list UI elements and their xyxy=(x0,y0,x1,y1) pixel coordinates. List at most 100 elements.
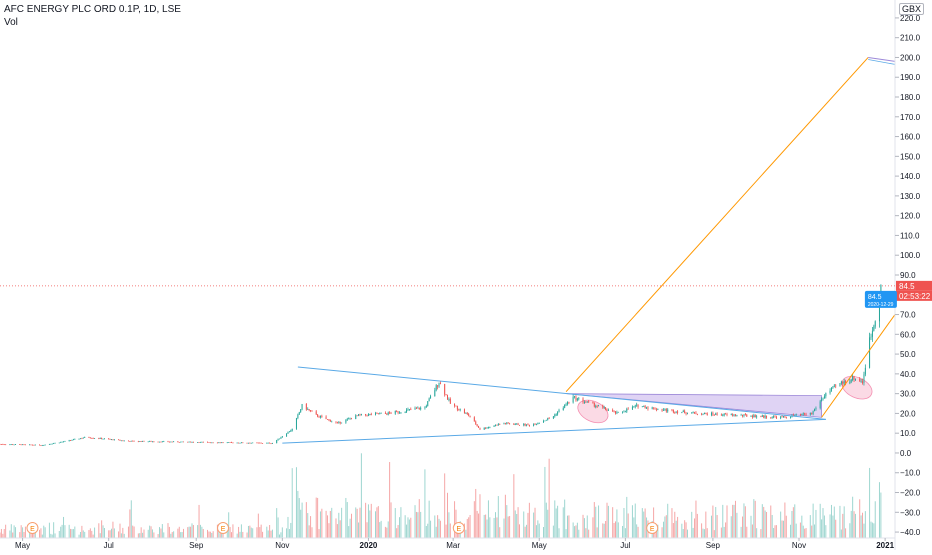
candle-body xyxy=(34,444,36,446)
volume-bar xyxy=(281,527,283,538)
candle-body xyxy=(871,330,873,337)
volume-bar xyxy=(120,533,122,538)
candle-body xyxy=(142,440,144,442)
candle-body xyxy=(542,420,544,423)
volume-bar xyxy=(94,527,96,538)
candle-body xyxy=(456,406,458,410)
volume-bar xyxy=(246,532,248,538)
volume-bar xyxy=(667,503,669,538)
candle-body xyxy=(489,426,491,428)
volume-bar xyxy=(157,534,159,538)
candle-body xyxy=(425,405,427,408)
symbol-title[interactable]: AFC ENERGY PLC ORD 0.1P, 1D, LSE xyxy=(4,4,181,15)
candle-body xyxy=(325,416,327,420)
volume-bar xyxy=(535,525,537,538)
volume-bar xyxy=(664,516,666,538)
volume-bar xyxy=(339,520,341,538)
volume-bar xyxy=(188,526,190,538)
candle-body xyxy=(435,385,437,391)
time-tick-label: Jul xyxy=(620,541,630,550)
candle-body xyxy=(41,445,43,447)
last-price-box xyxy=(896,280,932,291)
candle-body xyxy=(657,409,659,411)
candle-body xyxy=(475,421,477,425)
candle-body xyxy=(805,414,807,416)
volume-bar xyxy=(119,523,121,538)
candle-body xyxy=(39,444,41,446)
volume-bar xyxy=(641,508,643,538)
volume-bar xyxy=(743,503,745,538)
candle-body xyxy=(598,405,600,407)
volume-bar xyxy=(691,511,693,538)
volume-bar xyxy=(805,528,807,538)
volume-bar xyxy=(30,530,32,538)
volume-bar xyxy=(720,527,722,538)
volume-bar xyxy=(202,529,204,538)
volume-bar xyxy=(606,502,608,538)
candle-body xyxy=(487,427,489,428)
candle-body xyxy=(785,416,787,418)
candle-body xyxy=(592,401,594,403)
candle-body xyxy=(15,444,17,446)
candle-body xyxy=(246,442,248,444)
volume-bar xyxy=(151,529,153,538)
candle-body xyxy=(780,416,782,419)
candle-body xyxy=(430,396,432,399)
candle-body xyxy=(605,407,607,410)
volume-bar xyxy=(626,496,628,538)
candle-body xyxy=(655,409,657,411)
candle-body xyxy=(394,410,396,414)
price-tick-label: −30.0 xyxy=(900,508,921,517)
time-axis[interactable]: May Jul Sep Nov 2020 Mar May Jul Sep Nov 2021 xyxy=(0,537,895,550)
volume-bar xyxy=(424,469,426,538)
volume-bar xyxy=(823,515,825,538)
candle-body xyxy=(375,413,377,415)
volume-bar xyxy=(191,523,193,538)
candle-body xyxy=(558,409,560,413)
candle-body xyxy=(612,410,614,412)
candle-body xyxy=(756,416,758,418)
candle-body xyxy=(842,381,844,384)
volume-bar xyxy=(250,527,252,538)
candle-body xyxy=(92,438,94,439)
earnings-label: E xyxy=(650,526,655,533)
volume-bar xyxy=(180,532,182,538)
volume-bar xyxy=(256,527,258,538)
candle-body xyxy=(651,407,653,409)
volume-legend[interactable]: Vol xyxy=(4,17,18,28)
drawings-back xyxy=(566,376,873,424)
volume-bar xyxy=(72,529,74,538)
candle-body xyxy=(167,441,169,443)
volume-bar xyxy=(479,494,481,538)
candle-body xyxy=(212,442,214,444)
candle-body xyxy=(562,407,564,410)
candle-body xyxy=(199,441,201,443)
volume-bar xyxy=(315,497,317,538)
candle-body xyxy=(216,442,218,444)
candle-body xyxy=(583,402,585,403)
volume-bar xyxy=(504,494,506,538)
candle-body xyxy=(763,415,765,418)
volume-bar xyxy=(586,515,588,538)
volume-bar xyxy=(869,467,871,538)
candle-body xyxy=(317,414,319,417)
candle-body xyxy=(514,424,516,426)
volume-bar xyxy=(487,500,489,538)
earnings-label: E xyxy=(221,526,226,533)
volume-bar xyxy=(603,523,605,538)
volume-bar xyxy=(434,515,436,538)
candle-body xyxy=(572,396,574,403)
volume-bar xyxy=(394,508,396,538)
volume-bar xyxy=(198,504,200,538)
price-axis[interactable]: 220.0 210.0 200.0 190.0 180.0 170.0 160.0 150.0… xyxy=(894,0,921,550)
candle-body xyxy=(754,415,756,418)
drawings-front[interactable] xyxy=(282,56,896,444)
price-tick-label: −40.0 xyxy=(900,528,921,537)
volume-bar xyxy=(814,524,816,538)
candle-body xyxy=(438,383,440,387)
candle-body xyxy=(400,412,402,414)
volume-bar xyxy=(715,506,717,538)
